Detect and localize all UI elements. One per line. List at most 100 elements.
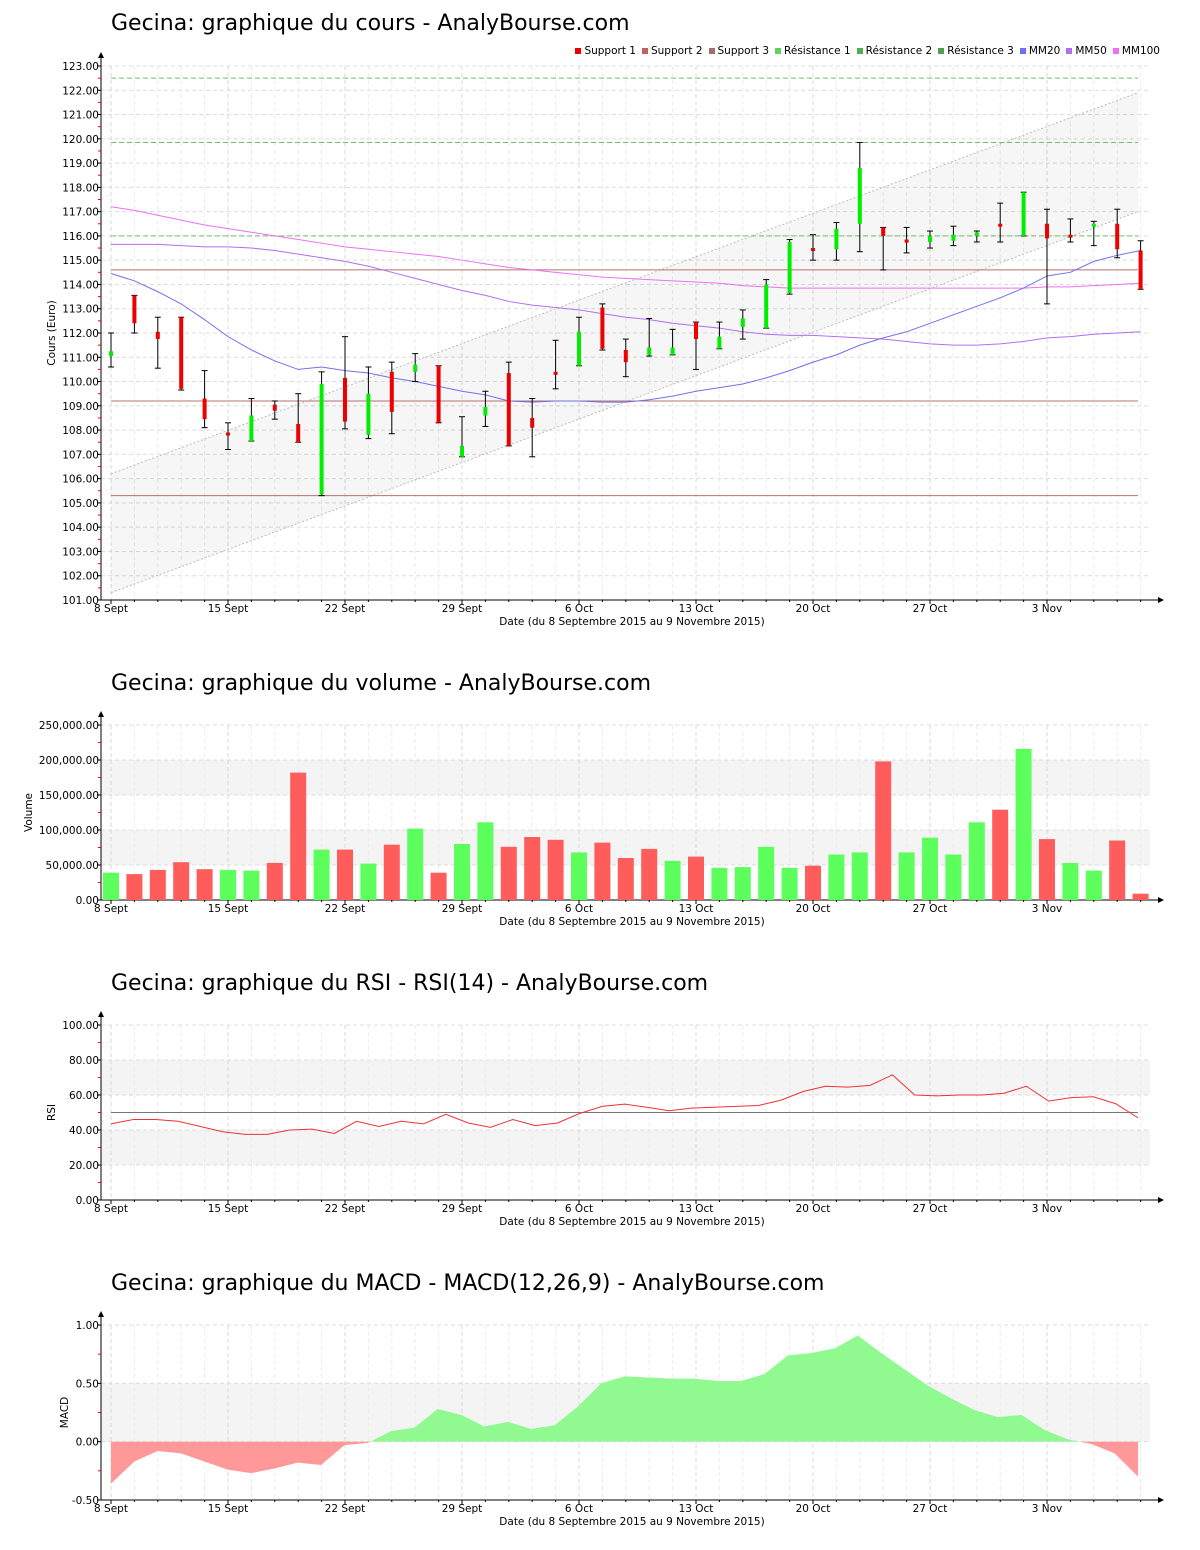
candle-body (1021, 192, 1026, 236)
x-tick-label: 6 Oct (565, 903, 593, 915)
volume-plot: 0.00 50,000.00 100,000.00 150,000.00 200,000… (23, 711, 1164, 928)
macd-chart-title: Gecina: graphique du MACD - MACD(12,26,9… (111, 1271, 825, 1296)
volume-bar (594, 842, 611, 900)
volume-bar (1062, 862, 1079, 900)
volume-bar (360, 863, 377, 900)
volume-bar (571, 852, 587, 900)
candle (412, 353, 419, 383)
candle (248, 398, 255, 442)
y-tick-label: 250,000.00 (39, 720, 99, 732)
candle (599, 303, 606, 351)
x-tick-label: 15 Sept (208, 1503, 249, 1515)
macd-negative-area (111, 1441, 1138, 1484)
legend-item: Support 2 (641, 45, 703, 57)
candle-body (483, 407, 488, 416)
volume-bar (407, 828, 424, 900)
x-tick-label: 27 Oct (913, 1203, 948, 1215)
legend-label: MM50 (1075, 45, 1107, 57)
y-axis-arrow-icon (98, 1011, 104, 1017)
price-chart: Gecina: graphique du cours - AnalyBourse… (0, 0, 1200, 640)
candle (622, 338, 629, 378)
candle-body (577, 331, 581, 366)
candle (1044, 208, 1050, 305)
volume-chart: Gecina: graphique du volume - AnalyBours… (0, 660, 1200, 940)
y-tick-label: 121.00 (62, 110, 99, 122)
candle (716, 321, 723, 350)
candle-body (717, 336, 722, 349)
candle (201, 370, 208, 429)
candle-body (928, 235, 932, 242)
candle (997, 202, 1004, 243)
candle-body (1045, 223, 1049, 239)
y-tick-label: 1.00 (76, 1320, 99, 1332)
y-tick-label: 100,000.00 (39, 825, 99, 837)
candle (786, 239, 793, 295)
legend-item: Support 1 (575, 45, 636, 57)
x-tick-label: 29 Sept (442, 603, 483, 615)
candle (1114, 208, 1121, 259)
x-axis-label: Date (du 8 Septembre 2015 au 9 Novembre … (499, 1516, 764, 1528)
x-axis-label: Date (du 8 Septembre 2015 au 9 Novembre … (499, 1216, 764, 1228)
x-tick-label: 15 Sept (208, 903, 249, 915)
y-axis-arrow-icon (98, 711, 104, 717)
legend-swatch-icon (775, 48, 782, 54)
y-tick-label: 150,000.00 (39, 790, 99, 802)
candle (950, 225, 957, 247)
candle (763, 279, 770, 329)
y-tick-label: 114.00 (62, 279, 99, 291)
candle (459, 416, 465, 458)
x-tick-label: 20 Oct (796, 1503, 831, 1515)
candle (295, 393, 302, 443)
y-axis-label: RSI (46, 1104, 58, 1121)
y-tick-label: 50,000.00 (46, 860, 99, 872)
y-tick-label: 80.00 (69, 1055, 99, 1067)
volume-bar (149, 869, 166, 900)
y-tick-label: 115.00 (62, 255, 99, 267)
legend-swatch-icon (641, 48, 648, 54)
candle (856, 141, 863, 253)
price-legend: Support 1 Support 2 Support 3 Résistance 1 R… (575, 45, 1160, 57)
candle-body (904, 239, 909, 243)
y-axis-label: Volume (23, 793, 35, 832)
candle (833, 222, 840, 261)
volume-bar (1109, 840, 1126, 900)
y-tick-label: 20.00 (69, 1160, 99, 1172)
candle-body (436, 365, 441, 423)
volume-bar (968, 822, 985, 900)
candle (1067, 218, 1074, 243)
x-tick-label: 27 Oct (913, 603, 948, 615)
volume-bar (734, 867, 751, 900)
candle-body (600, 307, 605, 349)
legend-swatch-icon (1019, 48, 1026, 54)
candle (318, 371, 325, 497)
candle-body (366, 393, 371, 435)
volume-bar (851, 852, 868, 900)
candle-body (109, 351, 113, 357)
volume-chart-title: Gecina: graphique du volume - AnalyBours… (111, 671, 652, 696)
candle (1020, 191, 1027, 237)
candle-body (249, 415, 254, 442)
volume-bar (220, 869, 236, 900)
volume-bar (126, 874, 143, 900)
candle (131, 294, 138, 334)
x-tick-label: 6 Oct (565, 1203, 593, 1215)
volume-bar (290, 772, 307, 900)
volume-bar (1085, 870, 1102, 900)
y-tick-label: 40.00 (69, 1125, 99, 1137)
candle-body (226, 432, 230, 436)
x-tick-label: 8 Sept (94, 1203, 128, 1215)
macd-positive-area (111, 1335, 1138, 1442)
candle (388, 361, 395, 435)
candle-body (647, 347, 652, 355)
x-tick-label: 8 Sept (94, 903, 128, 915)
mm20-line (110, 249, 1141, 403)
candle-body (1091, 223, 1096, 227)
x-tick-label: 27 Oct (913, 1503, 948, 1515)
candle-body (811, 248, 815, 252)
volume-bar (337, 849, 353, 900)
rsi-chart: Gecina: graphique du RSI - RSI(14) - Ana… (0, 960, 1200, 1240)
candle (973, 230, 980, 243)
trend-lower-line (110, 211, 1139, 594)
legend-swatch-icon (1066, 48, 1073, 54)
x-tick-label: 6 Oct (565, 603, 593, 615)
